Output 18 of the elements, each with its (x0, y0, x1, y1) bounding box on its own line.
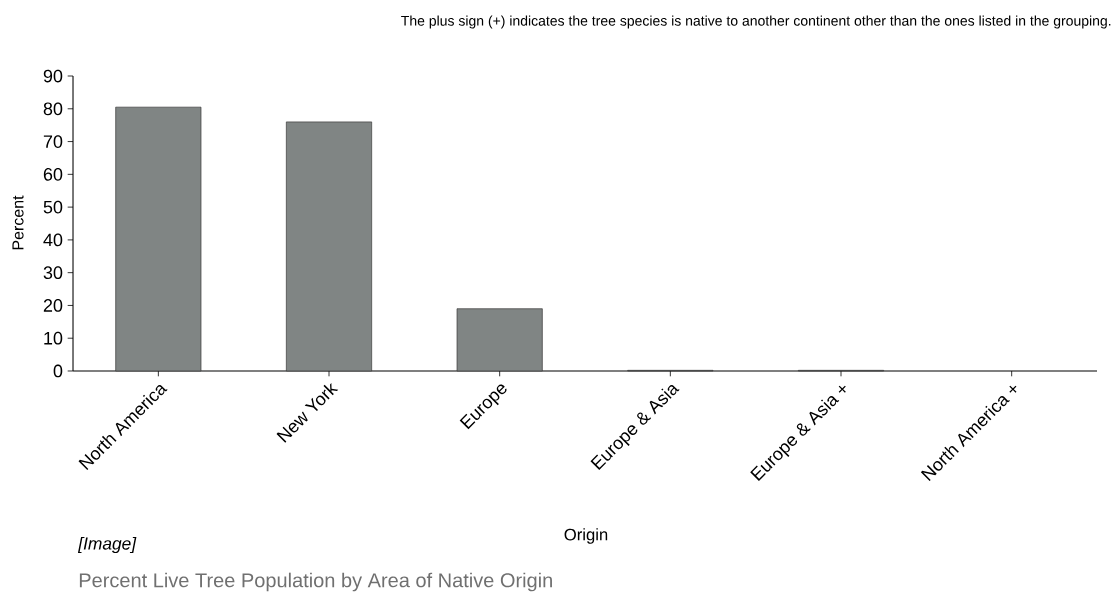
y-tick-label: 60 (43, 167, 63, 181)
y-axis-title: Percent (12, 195, 24, 250)
x-axis-title: Origin (564, 528, 608, 544)
text: Percent Live Tree Population by Area of Native Origin (79, 572, 552, 592)
y-tick-label: 80 (43, 102, 63, 116)
text: The plus sign (+) indicates the tree species is native to another continent other than the ones listed in the grouping. (401, 15, 1111, 29)
bar (286, 121, 373, 372)
y-tick-label: 50 (43, 200, 63, 214)
y-tick-label: 20 (43, 299, 63, 312)
y-tick-label: 90 (43, 69, 63, 83)
y-tick-label: 10 (44, 331, 63, 345)
bar (115, 106, 202, 372)
y-tick-label: 30 (43, 266, 63, 280)
text: [Image] (77, 536, 137, 554)
bar (456, 308, 543, 372)
y-tick-label: 0 (53, 364, 63, 378)
y-tick-label: 70 (43, 135, 63, 148)
y-tick-label: 40 (43, 233, 63, 247)
